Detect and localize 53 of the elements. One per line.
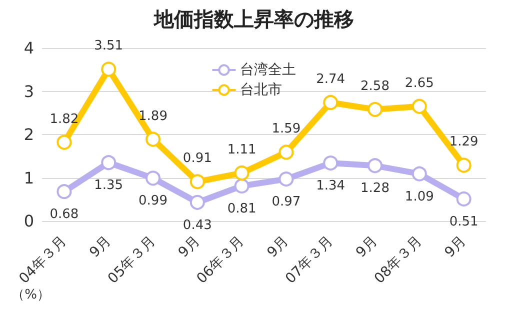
data-label: 1.28 — [360, 181, 390, 196]
data-label: 0.91 — [182, 151, 212, 166]
point — [234, 178, 250, 194]
legend-label: 台北市 — [240, 82, 282, 98]
x-tick-label: 04年３月 — [16, 233, 70, 287]
point — [456, 158, 472, 173]
data-label: 0.51 — [449, 214, 478, 230]
point — [146, 170, 160, 186]
point — [412, 98, 427, 114]
data-label: 2.58 — [360, 78, 390, 94]
point — [278, 144, 294, 160]
point — [101, 62, 116, 77]
point — [278, 172, 294, 187]
data-label: 0.68 — [50, 207, 79, 222]
x-tick-label: 9月 — [86, 233, 114, 261]
point — [190, 174, 205, 190]
point — [56, 184, 72, 200]
x-tick-label: 9月 — [442, 233, 470, 261]
point — [368, 158, 382, 174]
data-label: 1.29 — [449, 134, 478, 150]
point — [368, 102, 382, 117]
y-tick-label: 4 — [24, 38, 34, 58]
data-label: 2.65 — [404, 76, 434, 91]
point — [101, 155, 116, 170]
x-tick-label: 9月 — [264, 233, 292, 261]
data-label: 1.35 — [94, 178, 124, 194]
y-tick-label: 1 — [24, 168, 34, 188]
data-label: 1.59 — [272, 122, 301, 137]
chart-title: 地価指数上昇率の推移 — [153, 7, 354, 31]
point — [456, 191, 472, 206]
data-label: 2.74 — [316, 72, 346, 87]
legend-label: 台湾全土 — [240, 62, 296, 78]
data-label: 0.43 — [182, 218, 212, 233]
data-label: 1.09 — [404, 189, 434, 204]
data-label: 0.97 — [272, 194, 301, 210]
point — [234, 165, 250, 180]
y-tick-label: 3 — [24, 82, 34, 101]
y-axis-title: （%） — [12, 287, 50, 302]
x-tick-label: 9月 — [176, 233, 204, 261]
point — [323, 156, 338, 171]
point — [412, 166, 427, 182]
data-label: 1.11 — [227, 142, 256, 158]
point — [56, 134, 72, 150]
data-label: 1.34 — [316, 178, 346, 194]
point — [190, 194, 205, 210]
data-label: 0.81 — [227, 201, 256, 216]
data-label: 3.51 — [94, 38, 124, 54]
point — [146, 132, 160, 147]
data-label: 0.99 — [138, 194, 168, 209]
point — [323, 95, 338, 110]
y-tick-label: 0 — [24, 212, 34, 230]
x-tick-label: 9月 — [353, 233, 381, 261]
y-tick-label: 2 — [24, 125, 34, 144]
